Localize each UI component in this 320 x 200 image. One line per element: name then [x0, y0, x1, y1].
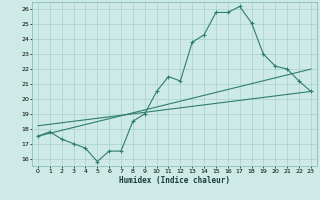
X-axis label: Humidex (Indice chaleur): Humidex (Indice chaleur) — [119, 176, 230, 185]
